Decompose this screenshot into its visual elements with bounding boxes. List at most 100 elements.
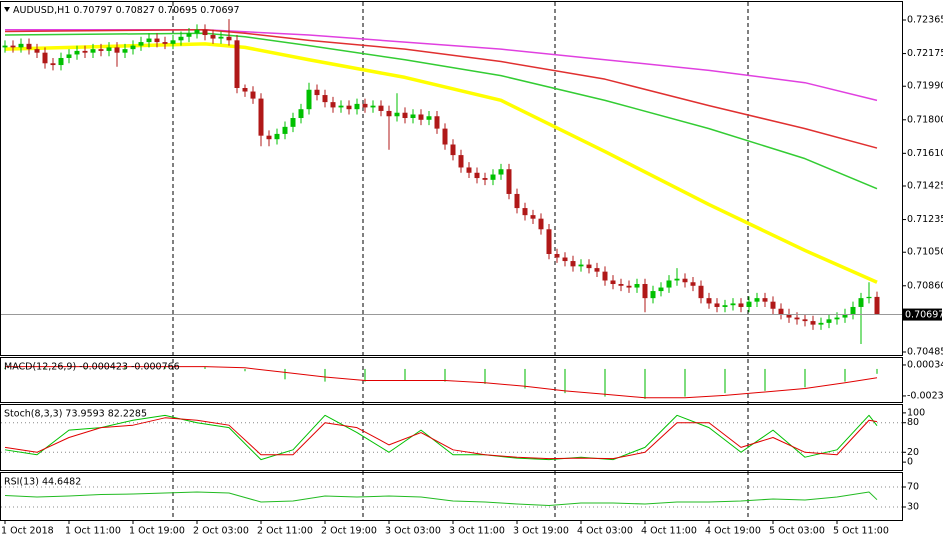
macd-bar: [604, 368, 606, 397]
x-tick-label: 2 Oct 03:00: [193, 526, 249, 537]
candle-body: [690, 282, 696, 286]
candle-body: [394, 112, 400, 117]
x-tick-label: 4 Oct 03:00: [577, 526, 633, 537]
candle-body: [66, 54, 72, 58]
x-tick-label: 1 Oct 11:00: [65, 526, 121, 537]
x-tick-label: 5 Oct 11:00: [833, 526, 889, 537]
candle-body: [42, 52, 48, 64]
candle-body: [50, 63, 56, 66]
candle-body: [626, 285, 632, 288]
macd-bar: [284, 368, 286, 380]
x-tick-label: 3 Oct 03:00: [385, 526, 441, 537]
candle-body: [514, 193, 520, 209]
candle-body: [122, 49, 128, 53]
y-tick-label: 0.70485: [907, 346, 943, 357]
candle-body: [290, 118, 296, 127]
candle-body: [194, 29, 200, 34]
menu-triangle: [4, 7, 10, 12]
macd-bar: [524, 368, 526, 389]
moving-average: [4, 28, 878, 149]
candle-body: [154, 38, 160, 43]
y-tick-label: 0.72175: [907, 48, 943, 59]
x-tick-label: 1 Oct 19:00: [129, 526, 185, 537]
candle-body: [258, 98, 264, 136]
candle-body: [450, 144, 456, 156]
candle-body: [298, 109, 304, 119]
candle-body: [682, 278, 688, 283]
candle-body: [442, 128, 448, 145]
candle-body: [114, 47, 120, 53]
y-tick-label: 0.71990: [907, 81, 943, 92]
macd-bar: [444, 368, 446, 382]
macd-bar: [44, 367, 46, 369]
candle-body: [562, 257, 568, 262]
candle-body: [794, 317, 800, 320]
y-tick-label: 0.71610: [907, 148, 943, 159]
candle-body: [130, 45, 136, 50]
candle-body: [618, 284, 624, 286]
candle-body: [594, 268, 600, 272]
symbol-header: AUDUSD,H1 0.70797 0.70827 0.70695 0.7069…: [13, 5, 240, 16]
high: 0.70827: [116, 5, 155, 16]
candle-body: [818, 322, 824, 325]
macd-bar: [4, 367, 6, 369]
candle-body: [778, 308, 784, 315]
candle-body: [10, 45, 16, 48]
candle-body: [90, 49, 96, 53]
indicator-line: [4, 491, 878, 506]
y-tick-label: 80: [907, 417, 919, 428]
candle-body: [874, 296, 880, 315]
macd-bar: [324, 368, 326, 382]
y-tick-label: 0.71425: [907, 181, 943, 192]
candle-body: [266, 135, 272, 140]
candle-body: [850, 306, 856, 315]
candle-body: [138, 42, 144, 46]
macd-bar: [644, 368, 646, 399]
candle-body: [858, 298, 864, 307]
candle-body: [58, 57, 64, 66]
macd-bar: [484, 368, 486, 384]
candle-body: [586, 264, 592, 269]
price-tag: [902, 308, 942, 321]
candle-body: [74, 50, 80, 55]
candle-body: [674, 278, 680, 281]
candle-body: [162, 42, 168, 44]
candle-body: [658, 287, 664, 292]
macd-bar: [564, 368, 566, 394]
macd-bar: [124, 366, 126, 369]
candle-body: [706, 298, 712, 304]
candle-body: [378, 105, 384, 111]
signal-line: [5, 366, 878, 399]
background: [0, 0, 943, 521]
x-tick-label: 4 Oct 11:00: [641, 526, 697, 537]
candle-body: [538, 218, 544, 230]
candle-body: [354, 103, 360, 110]
candle-body: [402, 112, 408, 119]
macd-bar: [404, 368, 406, 381]
candle-body: [738, 303, 744, 307]
candle-body: [242, 87, 248, 92]
candle-body: [330, 102, 336, 108]
panel-title: Stoch(8,3,3) 73.9593 82.2285: [4, 409, 147, 420]
candle-body: [26, 43, 32, 50]
candle-body: [498, 169, 504, 175]
macd-bar: [844, 368, 846, 382]
y-tick-label: 100: [907, 407, 925, 418]
candle-body: [282, 126, 288, 134]
candle-body: [506, 169, 512, 194]
candle-body: [106, 47, 112, 51]
x-tick-label: 3 Oct 11:00: [449, 526, 505, 537]
moving-average: [5, 28, 878, 102]
y-tick-label: 0.000346: [907, 359, 943, 370]
x-tick-label: 2 Oct 19:00: [321, 526, 377, 537]
candle-body: [522, 208, 528, 216]
candle-body: [746, 301, 752, 307]
candle-body: [426, 116, 432, 120]
macd-bar: [164, 366, 166, 369]
candle-body: [810, 321, 816, 325]
candle-body: [250, 91, 256, 99]
macd-bar: [724, 368, 726, 394]
candle-body: [698, 285, 704, 299]
x-tick-label: 2 Oct 11:00: [257, 526, 313, 537]
macd-bar: [764, 368, 766, 391]
